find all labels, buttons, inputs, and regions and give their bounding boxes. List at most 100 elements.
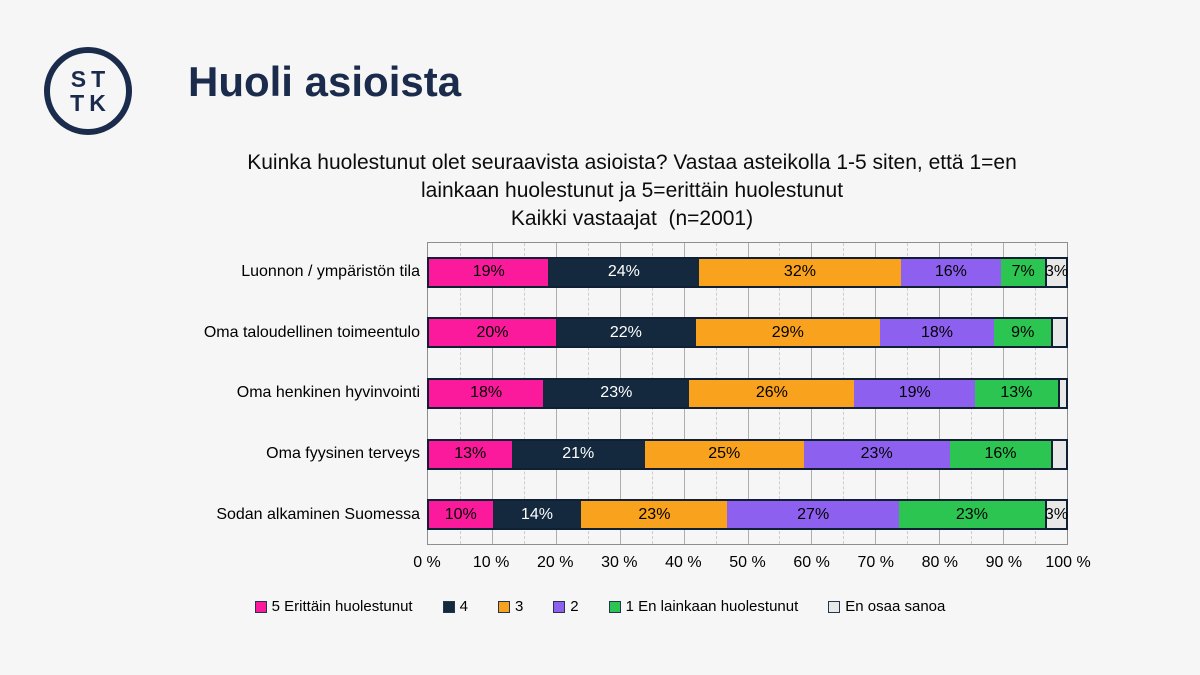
data-label: 27%	[797, 505, 830, 523]
legend-swatch	[497, 600, 510, 613]
bar-segment: 27%	[727, 501, 899, 529]
logo-line-2: TK	[70, 90, 111, 116]
data-label: 3%	[1045, 263, 1069, 281]
data-label: 26%	[755, 384, 788, 402]
chart-row: Oma henkinen hyvinvointi 18% 23% 26% 19% 13%	[7, 363, 1068, 424]
data-label: 23%	[860, 445, 893, 463]
legend-label: 3	[514, 598, 524, 615]
bar-track: 20% 22% 29% 18% 9%	[427, 317, 1068, 349]
page-title: Huoli asioista	[188, 58, 462, 105]
data-label: 23%	[600, 384, 633, 402]
bar-segment: 19%	[429, 258, 549, 286]
chart-row: Oma taloudellinen toimeentulo 20% 22% 29% 18…	[7, 303, 1068, 364]
legend-label: 4	[459, 598, 468, 615]
data-label: 23%	[955, 505, 988, 523]
legend-item: En osaa sanoa	[828, 598, 945, 615]
x-tick-label: 60 %	[793, 554, 830, 571]
bar-segment: 23%	[898, 501, 1045, 529]
bar-segment: 3%	[1045, 258, 1069, 286]
subtitle-line-1: Kuinka huolestunut olet seuraavista asio…	[247, 151, 1017, 174]
data-label: 3%	[1044, 505, 1069, 523]
category-label: Oma taloudellinen toimeentulo	[203, 323, 420, 341]
data-label: 19%	[472, 263, 505, 281]
stacked-bar: 20% 22% 29% 18% 9%	[427, 317, 1068, 349]
bar-segment: 16%	[949, 440, 1052, 468]
data-label: 22%	[609, 323, 642, 341]
bar-segment: 3%	[1044, 501, 1069, 529]
bar-segment: 32%	[699, 258, 901, 286]
category-label: Oma henkinen hyvinvointi	[236, 384, 420, 402]
x-tick-label: 80 %	[921, 554, 959, 571]
data-label: 13%	[454, 445, 487, 463]
legend-label: 2	[570, 598, 579, 615]
legend-item: 1 En lainkaan huolestunut	[608, 598, 799, 615]
sttk-logo: ST TK	[44, 47, 132, 135]
legend-item: 2	[553, 598, 579, 615]
legend-label: 5 Erittäin huolestunut	[271, 598, 413, 615]
subtitle-line-2: lainkaan huolestunut ja 5=erittäin huole…	[420, 179, 844, 202]
bar-track: 19% 24% 32% 16% 7% 3%	[427, 256, 1069, 288]
stacked-bar: 19% 24% 32% 16% 7% 3%	[427, 256, 1069, 288]
category-label: Luonnon / ympäristön tila	[241, 263, 420, 281]
x-tick-label: 50 %	[729, 554, 766, 571]
x-tick-label: 100 %	[1045, 554, 1091, 571]
x-tick-label: 20 %	[536, 554, 574, 571]
data-label: 18%	[470, 384, 503, 402]
bar-segment: 13%	[975, 379, 1058, 407]
data-label: 18%	[920, 323, 954, 341]
data-label: 24%	[607, 263, 640, 281]
subtitle-line-3: Kaikki vastaajat (n=2001)	[510, 207, 754, 230]
data-label: 23%	[638, 505, 671, 523]
bar-segment	[1057, 379, 1066, 407]
data-label: 7%	[1011, 263, 1035, 281]
chart-row: Luonnon / ympäristön tila 19% 24% 32% 16% 7% 3…	[7, 242, 1068, 303]
bar-segment: 23%	[543, 379, 690, 407]
x-tick-label: 30 %	[601, 554, 638, 571]
x-tick-label: 0 %	[413, 554, 441, 571]
bar-segment: 16%	[900, 258, 1002, 286]
bar-segment: 22%	[556, 319, 696, 347]
bar-segment: 26%	[689, 379, 855, 407]
bar-segment	[1051, 440, 1066, 468]
logo-line-1: ST	[70, 65, 111, 92]
legend-swatch	[828, 600, 841, 613]
bar-segment: 20%	[429, 319, 556, 347]
chart-row: Oma fyysinen terveys 13% 21% 25% 23% 16%	[7, 424, 1068, 485]
legend-swatch	[608, 600, 621, 613]
bar-segment: 19%	[854, 379, 976, 407]
data-label: 25%	[708, 445, 741, 463]
x-tick-label: 90 %	[985, 554, 1023, 571]
data-label: 21%	[562, 445, 595, 463]
data-label: 13%	[1000, 384, 1033, 402]
x-axis: 0 % 10 % 20 % 30 % 40 % 50 % 60 % 70 % 80 % 90 % 1…	[413, 554, 1090, 576]
legend-swatch	[442, 600, 455, 613]
stacked-bar: 18% 23% 26% 19% 13%	[427, 377, 1068, 409]
category-label: Oma fyysinen terveys	[266, 445, 420, 463]
bar-segment: 23%	[581, 501, 728, 529]
bar-track: 10% 14% 23% 27% 23% 3%	[427, 499, 1069, 531]
bar-segment: 21%	[511, 440, 645, 468]
data-label: 14%	[520, 505, 553, 523]
bar-segment: 29%	[695, 319, 880, 347]
data-label: 19%	[898, 384, 931, 402]
bar-track: 13% 21% 25% 23% 16%	[427, 438, 1068, 470]
legend-item: 5 Erittäin huolestunut	[254, 598, 413, 615]
x-tick-label: 10 %	[472, 554, 510, 571]
data-label: 29%	[771, 323, 804, 341]
legend-item: 4	[442, 598, 468, 615]
bar-track: 18% 23% 26% 19% 13%	[427, 377, 1068, 409]
x-tick-label: 70 %	[857, 554, 894, 571]
bar-segment: 18%	[879, 319, 995, 347]
chart-row: Sodan alkaminen Suomessa 10% 14% 23% 27% 23% 3…	[7, 484, 1068, 545]
category-label: Sodan alkaminen Suomessa	[216, 505, 420, 523]
bar-segment: 10%	[429, 501, 493, 529]
bar-segment: 13%	[429, 440, 512, 468]
chart-rows: Luonnon / ympäristön tila 19% 24% 32% 16% 7% 3…	[7, 242, 1068, 545]
stacked-bar: 13% 21% 25% 23% 16%	[427, 438, 1068, 470]
bar-segment: 18%	[429, 379, 544, 407]
legend-swatch	[553, 600, 566, 613]
stacked-bar: 10% 14% 23% 27% 23% 3%	[427, 499, 1069, 531]
legend-label: 1 En lainkaan huolestunut	[625, 598, 799, 615]
bar-segment: 25%	[644, 440, 804, 468]
